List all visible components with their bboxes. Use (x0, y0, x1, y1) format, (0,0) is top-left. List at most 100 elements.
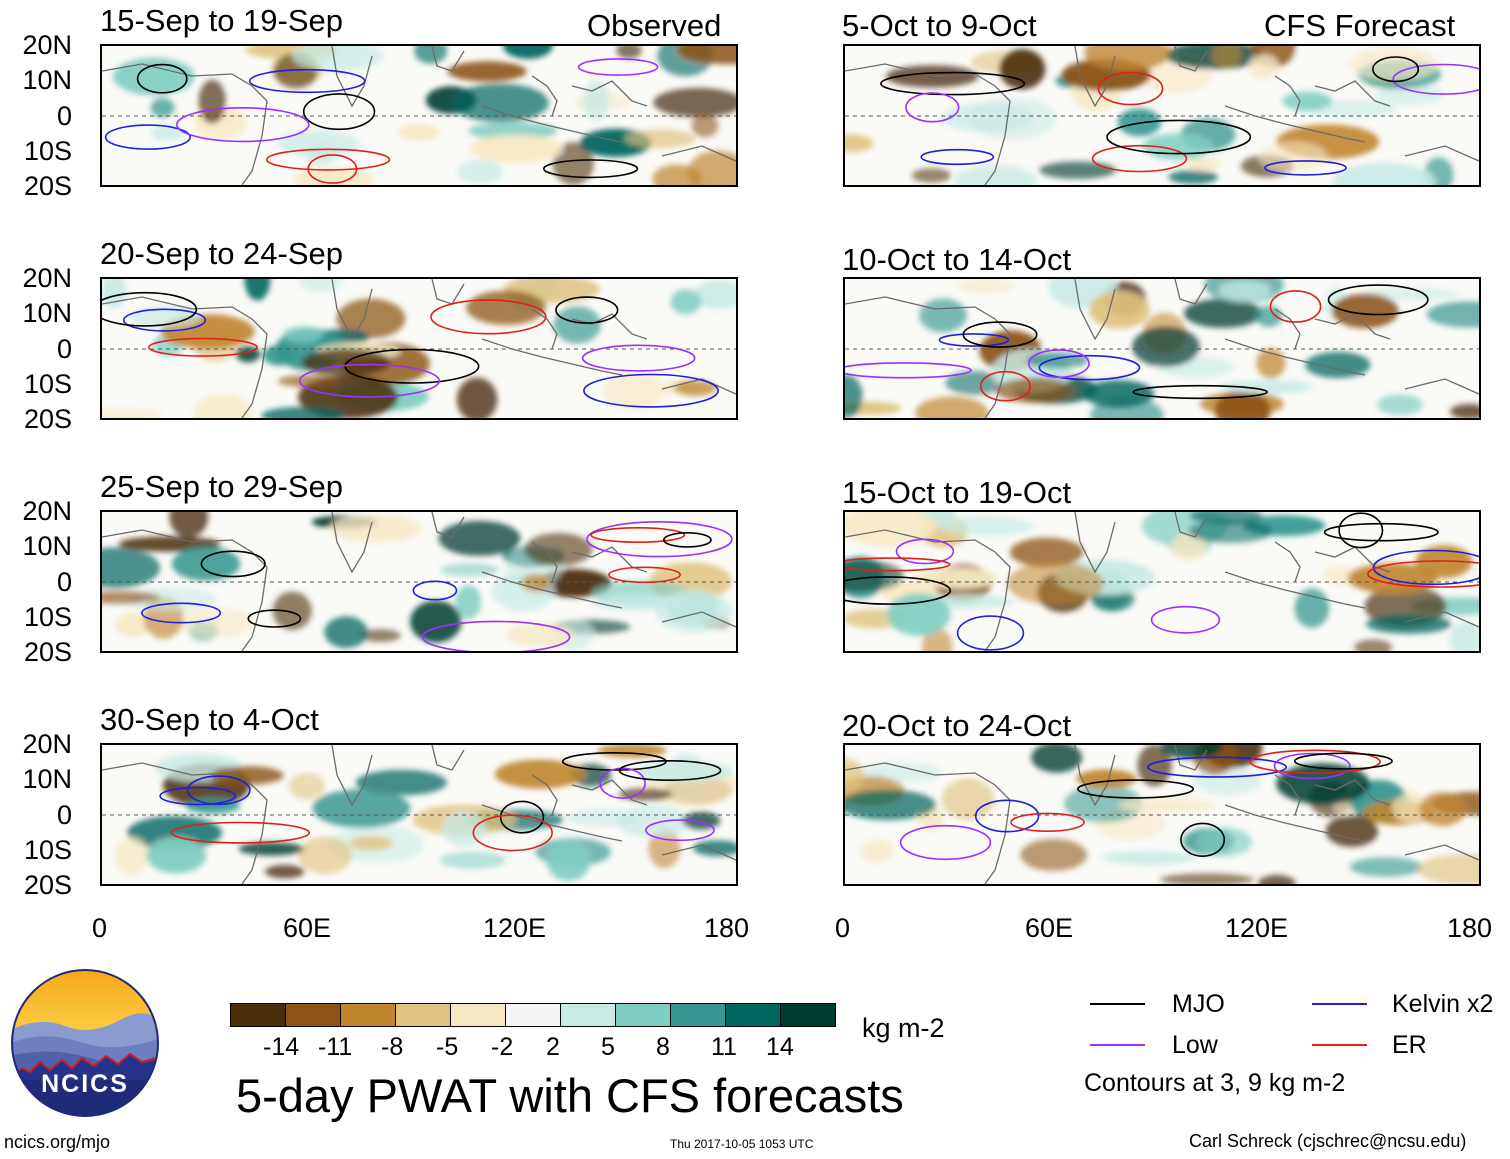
logo-text: NCICS (41, 1070, 129, 1098)
panel-title-fc-1: 5-Oct to 9-Oct (842, 8, 1037, 43)
coastline (102, 279, 736, 418)
wave-contour (200, 550, 266, 578)
lat-label: 0 (56, 334, 72, 364)
footer-url[interactable]: ncics.org/mjo (4, 1132, 111, 1152)
pwat-anomaly-blob (1183, 298, 1263, 328)
wave-contour (472, 814, 553, 852)
map-field (102, 279, 736, 418)
pwat-anomaly-blob (1089, 291, 1150, 329)
pwat-anomaly-blob (953, 165, 1037, 185)
pwat-anomaly-blob (1375, 84, 1445, 105)
colorbar-swatch (670, 1003, 726, 1027)
wave-contour (176, 106, 310, 143)
pwat-anomaly-blob (102, 547, 161, 589)
pwat-anomaly-blob (1102, 850, 1196, 865)
pwat-anomaly-blob (1118, 798, 1216, 813)
wave-contour (265, 148, 391, 171)
pwat-anomaly-blob (655, 589, 732, 633)
lat-label: 10N (22, 764, 72, 794)
pwat-anomaly-blob (1132, 326, 1200, 367)
legend-label-mjo: MJO (1172, 990, 1225, 1018)
map-field (845, 46, 1479, 185)
pwat-anomaly-blob (282, 326, 324, 343)
pwat-anomaly-blob (1426, 301, 1479, 328)
pwat-anomaly-blob (130, 306, 202, 328)
pwat-anomaly-blob (1186, 157, 1221, 171)
wave-contour (102, 291, 198, 327)
pwat-anomaly-blob (447, 61, 527, 82)
pwat-anomaly-blob (114, 837, 149, 876)
panel-title-obs-3: 25-Sep to 29-Sep (100, 469, 344, 504)
lon-label: 0 (835, 913, 851, 943)
legend-label-low: Low (1172, 1031, 1218, 1059)
wave-contour (1091, 144, 1188, 173)
pwat-anomaly-blob (845, 134, 874, 153)
pwat-anomaly-blob (355, 769, 448, 796)
pwat-anomaly-blob (329, 514, 422, 543)
panel-title-fc-2: 10-Oct to 14-Oct (842, 242, 1072, 277)
pwat-anomaly-blob (467, 121, 558, 140)
map-field (845, 745, 1479, 884)
wave-contour (412, 580, 458, 601)
ncics-logo: NCICS (10, 968, 160, 1118)
pwat-anomaly-blob (210, 766, 284, 785)
legend-line-low (1090, 1044, 1145, 1046)
pwat-anomaly-blob (1449, 621, 1479, 651)
wave-contour (555, 296, 619, 324)
pwat-anomaly-blob (603, 372, 666, 410)
pwat-anomaly-blob (1419, 792, 1467, 827)
wave-contour (920, 148, 995, 166)
pwat-anomaly-blob (1349, 47, 1439, 81)
wave-contour (1146, 756, 1287, 778)
pwat-anomaly-blob (677, 46, 736, 65)
colorbar-tick: 8 (656, 1033, 670, 1061)
pwat-anomaly-blob (1219, 380, 1314, 394)
pwat-anomaly-blob (593, 595, 689, 611)
observed-label: Observed (587, 8, 722, 43)
pwat-anomaly-blob (521, 574, 550, 592)
panel-title-fc-4: 20-Oct to 24-Oct (842, 708, 1072, 743)
pwat-anomaly-blob (503, 46, 553, 59)
pwat-anomaly-blob (887, 593, 951, 636)
pwat-anomaly-blob (410, 600, 462, 643)
pwat-anomaly-blob (324, 616, 368, 649)
pwat-anomaly-blob (336, 298, 406, 339)
wave-contour (1367, 560, 1479, 588)
lat-label: 0 (56, 800, 72, 830)
map-panel-forecast-1 (843, 44, 1481, 187)
wave-contour (1338, 512, 1384, 549)
pwat-anomaly-blob (102, 591, 160, 604)
wave-contour (148, 337, 258, 357)
pwat-anomaly-blob (1137, 745, 1172, 787)
pwat-anomaly-blob (1064, 784, 1143, 823)
pwat-anomaly-blob (1212, 46, 1241, 68)
pwat-anomaly-blob (941, 778, 995, 820)
pwat-anomaly-blob (945, 370, 1005, 395)
pwat-anomaly-blob (1084, 46, 1171, 72)
pwat-anomaly-blob (1332, 162, 1436, 185)
pwat-anomaly-blob (674, 380, 717, 396)
lat-label: 20N (22, 496, 72, 526)
map-panel-observed-2 (100, 277, 738, 420)
map-panel-observed-3 (100, 510, 738, 653)
coastline (102, 745, 736, 884)
cfs-forecast-label: CFS Forecast (1264, 8, 1456, 43)
map-field (845, 512, 1479, 651)
map-field (845, 279, 1479, 418)
footer-author: Carl Schreck (cjschrec@ncsu.edu) (1189, 1131, 1467, 1151)
pwat-anomaly-blob (1009, 537, 1084, 567)
pwat-anomaly-blob (616, 46, 642, 59)
pwat-anomaly-blob (456, 377, 498, 418)
panel-title-obs-4: 30-Sep to 4-Oct (100, 702, 319, 737)
pwat-anomaly-blob (439, 851, 507, 869)
colorbar-tick: 2 (546, 1033, 560, 1061)
wave-contour (608, 566, 681, 584)
pwat-anomaly-blob (1219, 281, 1271, 302)
map-panel-forecast-2 (843, 277, 1481, 420)
pwat-anomaly-blob (1020, 838, 1088, 871)
pwat-anomaly-blob (169, 512, 209, 538)
logo-graphic: NCICS (11, 969, 159, 1117)
lon-label: 0 (92, 913, 108, 943)
colorbar-tick: -2 (491, 1033, 514, 1061)
pwat-anomaly-blob (845, 789, 936, 821)
